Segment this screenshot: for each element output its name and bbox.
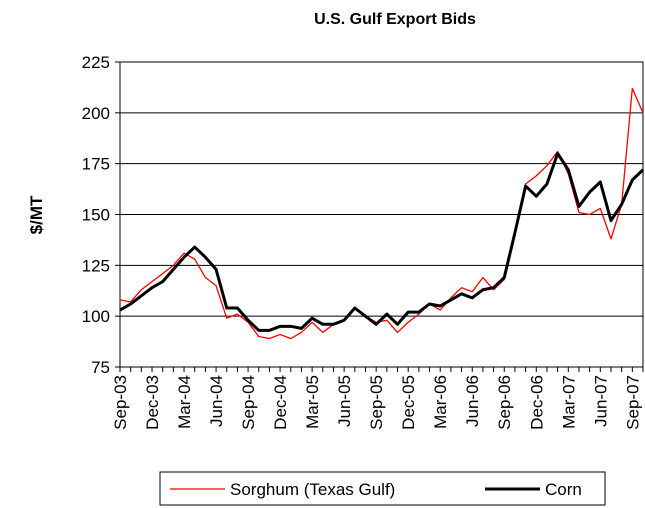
x-tick-label: Dec-05 (399, 375, 418, 430)
x-tick-label: Mar-04 (175, 375, 194, 429)
y-tick-label: 175 (82, 155, 110, 174)
series-line (119, 152, 645, 332)
series-line (119, 87, 644, 340)
y-tick-label: 100 (82, 307, 110, 326)
x-tick-label: Sep-05 (367, 375, 386, 430)
x-tick-label: Dec-03 (143, 375, 162, 430)
x-tick-label: Jun-04 (207, 375, 226, 427)
x-tick-label: Jun-05 (335, 375, 354, 427)
x-tick-label: Jun-07 (591, 375, 610, 427)
x-tick-label: Mar-06 (431, 375, 450, 429)
y-tick-label: 125 (82, 256, 110, 275)
x-tick-label: Sep-07 (623, 375, 642, 430)
x-tick-label: Mar-07 (559, 375, 578, 429)
plot-border (119, 61, 644, 368)
x-tick-label: Jun-06 (463, 375, 482, 427)
x-tick-label: Mar-05 (303, 375, 322, 429)
x-tick-label: Dec-04 (271, 375, 290, 430)
chart-title: U.S. Gulf Export Bids (314, 11, 476, 28)
x-tick-label: Sep-03 (111, 375, 130, 430)
y-tick-label: 225 (82, 53, 110, 72)
legend-box (159, 471, 606, 506)
y-tick-label: 75 (91, 358, 110, 377)
x-tick-label: Sep-06 (495, 375, 514, 430)
x-tick-label: Sep-04 (239, 375, 258, 430)
y-tick-label: 200 (82, 104, 110, 123)
legend-label: Corn (545, 480, 582, 499)
x-tick-label: Dec-06 (527, 375, 546, 430)
y-tick-label: 150 (82, 206, 110, 225)
legend-label: Sorghum (Texas Gulf) (230, 480, 395, 499)
y-axis-label: $/MT (27, 195, 46, 234)
